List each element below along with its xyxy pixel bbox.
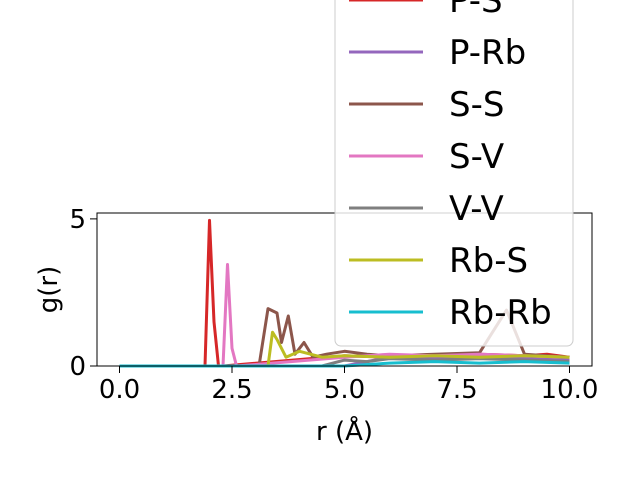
x-tick-label: 7.5: [436, 375, 477, 405]
legend-label-s-s: S-S: [449, 85, 504, 125]
legend: P-S P-Rb S-S S-V V-V Rb-S Rb-Rb: [334, 0, 574, 347]
x-tick-label: 0.0: [99, 375, 140, 405]
x-axis-label: r (Å): [316, 415, 373, 447]
y-axis: 05: [69, 205, 97, 382]
x-tick-label: 2.5: [211, 375, 252, 405]
y-tick-label: 5: [69, 205, 86, 235]
x-tick-label: 5.0: [324, 375, 365, 405]
y-tick-label: 0: [69, 352, 86, 382]
x-tick-label: 10.0: [541, 375, 599, 405]
x-axis: 0.0 2.5 5.0 7.5 10.0: [99, 366, 599, 405]
legend-label-s-v: S-V: [449, 137, 504, 177]
y-axis-label: g(r): [34, 266, 64, 313]
legend-label-rb-rb: Rb-Rb: [449, 293, 552, 333]
series-line-rb-rb: [119, 360, 570, 368]
legend-label-p-rb: P-Rb: [449, 33, 526, 73]
series-line-rb-s: [119, 330, 570, 368]
legend-label-p-s: P-S: [449, 0, 503, 21]
legend-label-rb-s: Rb-S: [449, 241, 528, 281]
legend-label-v-v: V-V: [449, 189, 504, 229]
